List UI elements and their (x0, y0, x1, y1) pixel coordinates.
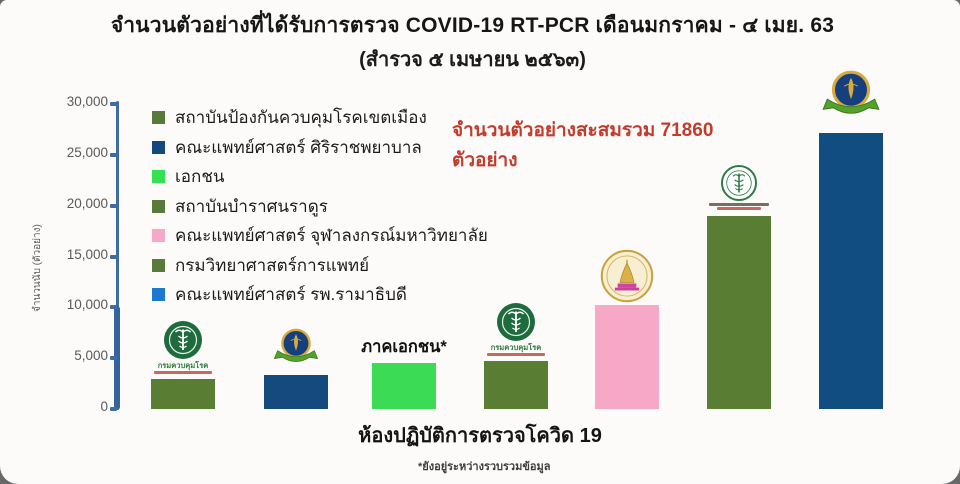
ddc-logo-english-line (154, 370, 212, 374)
y-axis-tick (110, 152, 117, 157)
total-samples-annotation: จำนวนตัวอย่างสะสมรวม 71860 ตัวอย่าง (452, 120, 714, 171)
y-axis-tick (110, 254, 117, 259)
legend-swatch (152, 170, 165, 184)
y-axis-tick (110, 356, 117, 361)
ddc-logo-english-line (487, 353, 545, 357)
chart-legend: สถาบันป้องกันควบคุมโรคเขตเมืองคณะแพทย์ศา… (152, 103, 488, 310)
department-of-medical-sciences-logo-icon (704, 164, 774, 210)
ddc-logo-caption: กรมควบคุมโรค (490, 343, 542, 353)
dmsc-logo-caption-line (717, 206, 761, 210)
ddc-logo-caption: กรมควบคุมโรค (157, 360, 209, 370)
bar-3 (372, 363, 436, 409)
mahidol-university-logo-icon (272, 324, 320, 374)
legend-item: สถาบันป้องกันควบคุมโรคเขตเมือง (152, 103, 488, 133)
bar-6 (707, 215, 771, 409)
y-tick-label: 10,000 (66, 297, 108, 313)
legend-item: เอกชน (152, 162, 488, 192)
legend-item-label: คณะแพทย์ศาสตร์ ศิริราชพยาบาล (175, 137, 422, 157)
y-axis-tick (110, 305, 117, 310)
y-tick-label: 20,000 (66, 195, 108, 211)
legend-item: คณะแพทย์ศาสตร์ จุฬาลงกรณ์มหาวิทยาลัย (152, 221, 488, 251)
bar-1 (151, 378, 215, 409)
y-axis-tick (110, 102, 117, 106)
footnote: *ยังอยู่ระหว่างรวบรวมข้อมูล (418, 461, 551, 473)
legend-swatch (152, 140, 165, 154)
y-tick-label: 5,000 (74, 348, 108, 364)
legend-item: กรมวิทยาศาสตร์การแพทย์ (152, 251, 488, 281)
legend-item: คณะแพทย์ศาสตร์ ศิริราชพยาบาล (152, 133, 488, 163)
chulalongkorn-university-logo-icon (599, 248, 655, 304)
chart-title: จำนวนตัวอย่างที่ได้รับการตรวจ COVID-19 R… (110, 14, 835, 37)
bar-5 (595, 305, 659, 409)
private-sector-label: ภาคเอกชน* (344, 337, 464, 357)
legend-swatch (152, 288, 165, 302)
chart-subtitle: (สำรวจ ๕ เมษายน ๒๕๖๓) (359, 49, 586, 71)
x-axis-title: ห้องปฏิบัติการตรวจโควิด 19 (358, 425, 602, 447)
legend-swatch (152, 111, 165, 125)
legend-item-label: คณะแพทย์ศาสตร์ รพ.รามาธิบดี (175, 285, 407, 305)
private-sector-label-text: ภาคเอกชน* (361, 338, 447, 357)
y-tick-label: 15,000 (66, 246, 108, 262)
bar-2 (264, 375, 328, 409)
y-axis-line (116, 101, 119, 410)
legend-swatch (152, 258, 165, 272)
legend-item: สถาบันบำราศนราดูร (152, 192, 488, 222)
legend-item: คณะแพทย์ศาสตร์ รพ.รามาธิบดี (152, 280, 488, 310)
legend-item-label: คณะแพทย์ศาสตร์ จุฬาลงกรณ์มหาวิทยาลัย (175, 226, 488, 246)
legend-swatch (152, 229, 165, 243)
legend-item-label: กรมวิทยาศาสตร์การแพทย์ (175, 255, 370, 275)
y-tick-label: 0 (100, 399, 108, 414)
legend-swatch (152, 199, 165, 213)
y-axis-line-thick-segment (114, 306, 120, 410)
legend-item-label: สถาบันบำราศนราดูร (175, 196, 328, 216)
department-of-disease-control-logo-icon: กรมควบคุมโรค (144, 320, 222, 374)
legend-item-label: สถาบันป้องกันควบคุมโรคเขตเมือง (175, 108, 427, 128)
y-axis-tick (110, 203, 117, 208)
department-of-disease-control-logo-icon: กรมควบคุมโรค (477, 302, 555, 357)
y-axis-tick (110, 407, 117, 411)
bar-4 (484, 361, 548, 409)
legend-item-label: เอกชน (175, 167, 225, 187)
y-tick-label: 25,000 (66, 144, 108, 160)
dmsc-logo-caption-line (709, 202, 769, 206)
y-tick-label: 30,000 (66, 94, 108, 109)
bar-7 (819, 132, 883, 409)
mahidol-university-logo-icon (820, 65, 882, 129)
